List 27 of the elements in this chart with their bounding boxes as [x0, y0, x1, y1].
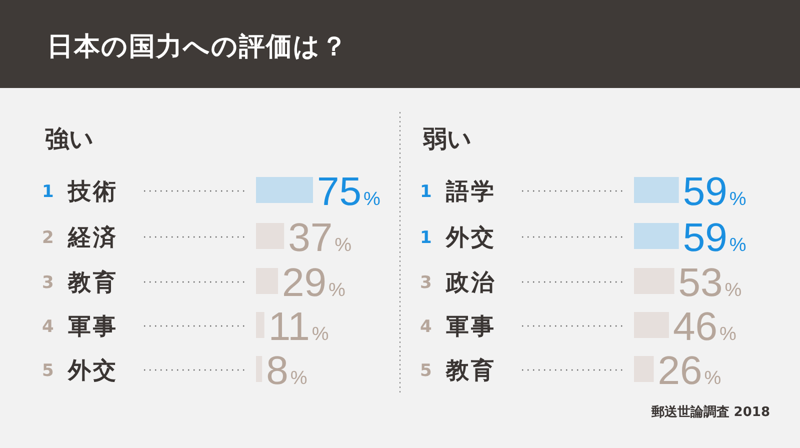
bar: [256, 177, 313, 203]
bar: [634, 177, 679, 203]
chart-subtitle: 弱い: [422, 125, 472, 153]
bar: [634, 223, 679, 249]
y-tick-label: 1 外交: [420, 224, 496, 251]
data-label: 75%: [317, 170, 380, 214]
data-label: 8%: [266, 349, 308, 393]
y-tick-label: 5 外交: [42, 357, 118, 384]
data-label: 29%: [282, 261, 346, 305]
data-label: 46%: [672, 305, 736, 349]
data-label: 59%: [682, 170, 746, 214]
data-label: 37%: [288, 216, 352, 260]
data-label: 11%: [268, 305, 329, 349]
text: 郵送世論調査 2018: [650, 404, 770, 420]
chart-title: 日本の国力への評価は？: [47, 32, 348, 62]
data-label: 59%: [682, 216, 746, 260]
y-tick-label: 4 軍事: [420, 314, 496, 340]
y-tick-label: 3 政治: [420, 270, 496, 296]
y-tick-label: 4 軍事: [42, 314, 118, 340]
data-label: 26%: [658, 349, 722, 393]
y-tick-label: 1 語学: [420, 179, 496, 205]
chart-subtitle: 強い: [45, 125, 94, 153]
y-tick-label: 2 経済: [42, 224, 118, 251]
data-label: 53%: [678, 261, 742, 305]
y-tick-label: 5 教育: [420, 357, 496, 384]
y-tick-label: 3 教育: [42, 269, 118, 296]
y-tick-label: 1 技術: [42, 179, 118, 205]
